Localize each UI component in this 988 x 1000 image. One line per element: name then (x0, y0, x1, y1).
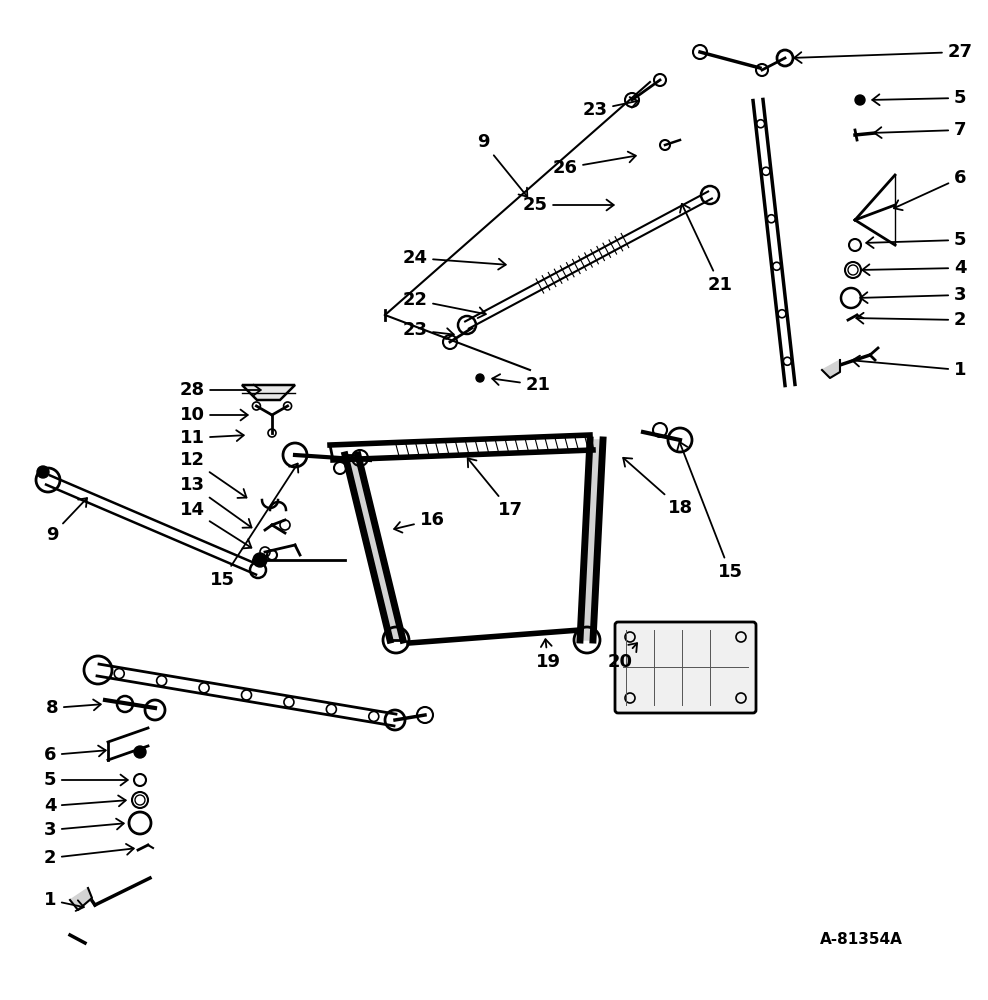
Circle shape (253, 553, 267, 567)
Text: 18: 18 (623, 458, 693, 517)
Text: 1: 1 (43, 891, 84, 911)
Text: 5: 5 (43, 771, 127, 789)
Text: 3: 3 (43, 819, 124, 839)
Text: 19: 19 (535, 639, 560, 671)
Polygon shape (580, 440, 603, 640)
Text: 10: 10 (180, 406, 248, 424)
Text: 5: 5 (866, 231, 966, 249)
Text: 21: 21 (680, 204, 732, 294)
Circle shape (855, 95, 865, 105)
Text: 3: 3 (861, 286, 966, 304)
Circle shape (134, 746, 146, 758)
Text: 9: 9 (477, 133, 528, 197)
Text: 1: 1 (853, 356, 966, 379)
Text: 17: 17 (467, 458, 523, 519)
Text: 9: 9 (45, 498, 87, 544)
Circle shape (476, 374, 484, 382)
Text: 22: 22 (402, 291, 486, 318)
Text: 11: 11 (180, 429, 244, 447)
Text: 12: 12 (180, 451, 246, 498)
Text: 5: 5 (872, 89, 966, 107)
Text: 25: 25 (523, 196, 614, 214)
Text: 16: 16 (394, 511, 445, 533)
Text: 2: 2 (43, 844, 133, 867)
Text: 4: 4 (863, 259, 966, 277)
Text: 24: 24 (402, 249, 506, 270)
Text: 4: 4 (43, 795, 125, 815)
Text: 6: 6 (43, 746, 106, 764)
Text: 27: 27 (794, 43, 972, 63)
FancyBboxPatch shape (615, 622, 756, 713)
Polygon shape (242, 385, 295, 400)
Text: 15: 15 (677, 442, 743, 581)
Text: 21: 21 (492, 374, 550, 394)
Text: 15: 15 (209, 464, 298, 589)
Text: 20: 20 (608, 643, 637, 671)
Circle shape (37, 466, 49, 478)
Polygon shape (822, 360, 840, 378)
Text: A-81354A: A-81354A (820, 932, 903, 948)
Text: 6: 6 (894, 169, 966, 210)
Text: 28: 28 (180, 381, 261, 399)
Text: 7: 7 (874, 121, 966, 139)
Polygon shape (70, 888, 92, 910)
Text: 23: 23 (583, 97, 638, 119)
Text: 14: 14 (180, 501, 251, 548)
Text: 26: 26 (552, 152, 636, 177)
Polygon shape (345, 455, 403, 640)
Text: 2: 2 (857, 311, 966, 329)
Text: 13: 13 (180, 476, 252, 528)
Text: 8: 8 (45, 699, 101, 717)
Text: 23: 23 (402, 321, 453, 339)
